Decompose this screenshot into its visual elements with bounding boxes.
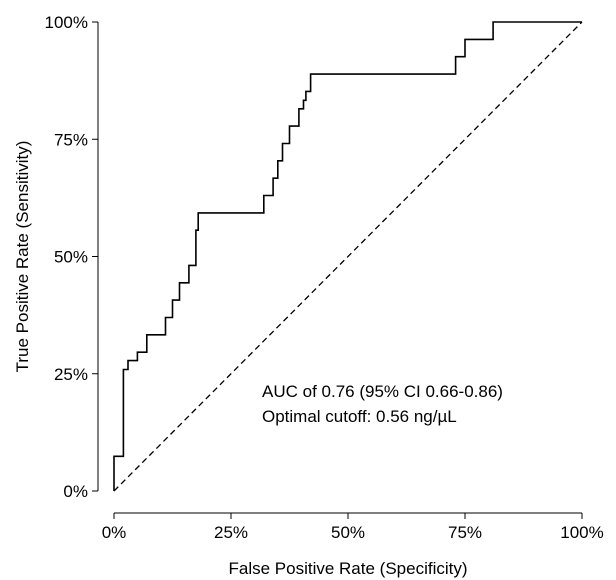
x-tick-label: 75%: [448, 523, 482, 542]
x-tick-label: 100%: [560, 523, 603, 542]
x-axis-title: False Positive Rate (Specificity): [228, 559, 467, 578]
auc-annotation: AUC of 0.76 (95% CI 0.66-0.86): [262, 382, 503, 401]
x-tick-label: 0%: [102, 523, 127, 542]
x-tick-label: 50%: [331, 523, 365, 542]
y-tick-label: 50%: [54, 248, 88, 267]
y-tick-label: 0%: [63, 482, 88, 501]
y-tick-label: 75%: [54, 130, 88, 149]
y-tick-label: 25%: [54, 365, 88, 384]
axes: 0% 25% 50% 75% 100% 0% 25% 50% 75% 100%: [45, 13, 604, 542]
y-tick-label: 100%: [45, 13, 88, 32]
reference-diagonal-line: [113, 21, 583, 492]
y-axis-title: True Positive Rate (Sensitivity): [13, 141, 32, 373]
x-tick-label: 25%: [214, 523, 248, 542]
roc-curve-line: [113, 21, 582, 491]
cutoff-annotation: Optimal cutoff: 0.56 ng/µL: [262, 407, 457, 426]
plot-area: [113, 21, 583, 492]
